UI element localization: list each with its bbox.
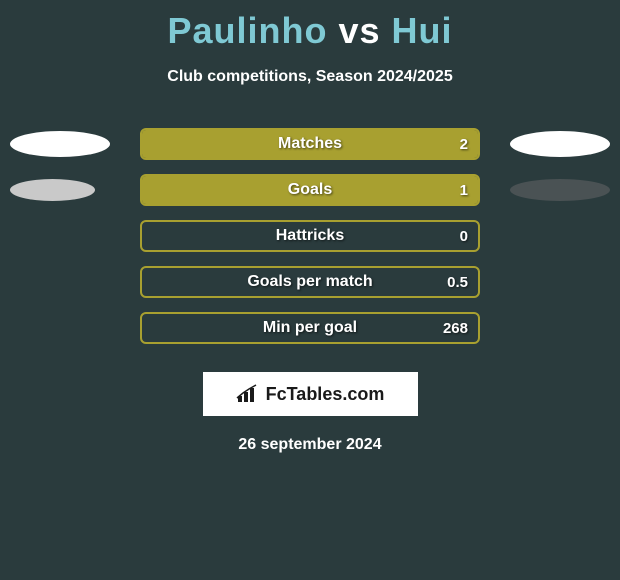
stat-bar: Goals1 [140, 174, 480, 206]
stat-label: Goals [142, 176, 478, 204]
stat-rows: Matches2Goals1Hattricks0Goals per match0… [0, 128, 620, 344]
right-ellipse [510, 131, 610, 157]
stat-value: 0 [460, 222, 468, 250]
fctables-logo: FcTables.com [203, 372, 418, 416]
stat-bar: Goals per match0.5 [140, 266, 480, 298]
stat-bar: Matches2 [140, 128, 480, 160]
stat-label: Min per goal [142, 314, 478, 342]
stat-value: 2 [460, 130, 468, 158]
left-ellipse [10, 179, 95, 201]
stat-label: Hattricks [142, 222, 478, 250]
stat-bar: Min per goal268 [140, 312, 480, 344]
stat-value: 0.5 [447, 268, 468, 296]
stat-label: Matches [142, 130, 478, 158]
bar-chart-icon [236, 384, 260, 404]
logo-text: FcTables.com [266, 384, 385, 405]
stat-value: 1 [460, 176, 468, 204]
stat-row: Matches2 [0, 128, 620, 160]
stat-label: Goals per match [142, 268, 478, 296]
comparison-title: Paulinho vs Hui [0, 0, 620, 52]
subtitle: Club competitions, Season 2024/2025 [0, 68, 620, 86]
stat-row: Min per goal268 [0, 312, 620, 344]
stat-bar: Hattricks0 [140, 220, 480, 252]
stat-value: 268 [443, 314, 468, 342]
stat-row: Hattricks0 [0, 220, 620, 252]
right-ellipse [510, 179, 610, 201]
vs-separator: vs [338, 10, 380, 51]
date-label: 26 september 2024 [0, 436, 620, 454]
player1-name: Paulinho [167, 10, 327, 51]
stat-row: Goals1 [0, 174, 620, 206]
player2-name: Hui [392, 10, 453, 51]
left-ellipse [10, 131, 110, 157]
stat-row: Goals per match0.5 [0, 266, 620, 298]
